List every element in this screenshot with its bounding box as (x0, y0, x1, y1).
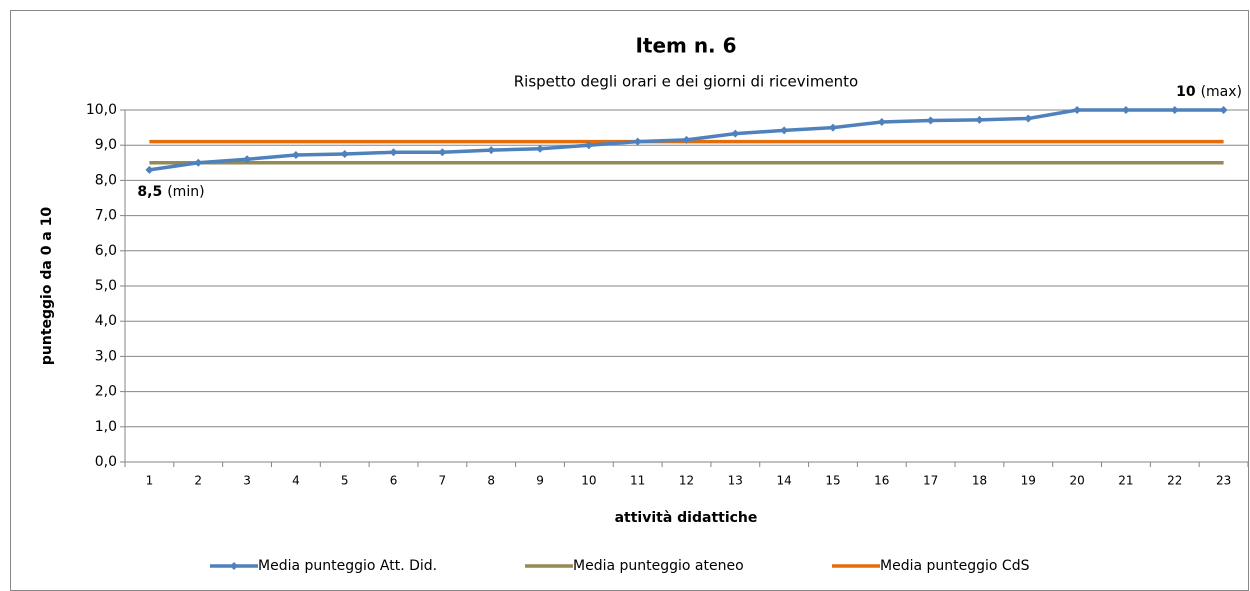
legend-label: Media punteggio CdS (880, 558, 1030, 574)
y-tick-label: 6,0 (95, 243, 117, 259)
point-marker (340, 150, 349, 158)
annotation-bold: 8,5 (137, 184, 162, 200)
x-axis-label: attività didattiche (615, 510, 758, 526)
x-tick-label: 9 (536, 474, 544, 488)
x-tick-label: 2 (194, 474, 202, 488)
x-tick-label: 20 (1069, 474, 1084, 488)
y-tick-label: 9,0 (95, 137, 117, 153)
point-marker (1024, 114, 1033, 123)
annotation-text: (min) (167, 184, 204, 200)
x-tick-label: 17 (923, 474, 938, 488)
point-marker (780, 126, 789, 135)
legend-label: Media punteggio ateneo (573, 558, 744, 574)
x-tick-label: 13 (728, 474, 743, 488)
annotation: 8,5 (min) (137, 184, 204, 200)
x-tick-label: 12 (679, 474, 694, 488)
chart-title: Item n. 6 (635, 34, 736, 58)
x-tick-label: 4 (292, 474, 300, 488)
point-marker (682, 135, 691, 144)
x-tick-label: 18 (972, 474, 987, 488)
y-tick-label: 10,0 (86, 102, 117, 118)
legend-label: Media punteggio Att. Did. (258, 558, 437, 574)
annotation: 10 (max) (1176, 84, 1242, 100)
point-marker (291, 151, 300, 160)
point-marker (926, 116, 935, 125)
point-marker (389, 148, 398, 157)
x-tick-label: 22 (1167, 474, 1182, 488)
x-tick-label: 16 (874, 474, 889, 488)
point-marker (584, 141, 593, 150)
y-tick-label: 2,0 (95, 384, 117, 400)
y-tick-label: 8,0 (95, 172, 117, 188)
chart-subtitle: Rispetto degli orari e dei giorni di ric… (514, 73, 859, 91)
point-marker (145, 165, 154, 174)
x-tick-label: 1 (146, 474, 154, 488)
y-tick-label: 0,0 (95, 454, 117, 470)
y-axis-label: punteggio da 0 a 10 (39, 207, 55, 365)
y-tick-label: 3,0 (95, 348, 117, 364)
point-marker (731, 129, 740, 138)
x-tick-label: 21 (1118, 474, 1133, 488)
y-tick-label: 4,0 (95, 313, 117, 329)
x-tick-label: 8 (487, 474, 495, 488)
x-tick-label: 6 (390, 474, 398, 488)
x-tick-label: 15 (825, 474, 840, 488)
point-marker (975, 115, 984, 124)
x-tick-label: 5 (341, 474, 349, 488)
x-tick-label: 7 (439, 474, 447, 488)
point-marker (1219, 106, 1228, 114)
legend-marker (230, 562, 238, 570)
point-marker (194, 158, 203, 167)
point-marker (828, 123, 837, 132)
x-tick-label: 19 (1021, 474, 1036, 488)
annotation-text: (max) (1201, 84, 1242, 100)
y-tick-label: 1,0 (95, 419, 117, 435)
x-tick-label: 14 (777, 474, 792, 488)
point-marker (487, 146, 496, 155)
x-tick-label: 11 (630, 474, 645, 488)
point-marker (633, 137, 642, 146)
chart-frame (10, 10, 1249, 591)
point-marker (1170, 106, 1179, 114)
y-tick-label: 5,0 (95, 278, 117, 294)
x-tick-label: 10 (581, 474, 596, 488)
point-marker (536, 144, 545, 153)
point-marker (243, 155, 252, 164)
point-marker (438, 148, 447, 157)
annotation-bold: 10 (1176, 84, 1196, 100)
point-marker (877, 117, 886, 126)
x-tick-label: 23 (1216, 474, 1231, 488)
x-tick-label: 3 (243, 474, 251, 488)
point-marker (1121, 106, 1130, 114)
point-marker (1073, 106, 1082, 114)
y-tick-label: 7,0 (95, 208, 117, 224)
